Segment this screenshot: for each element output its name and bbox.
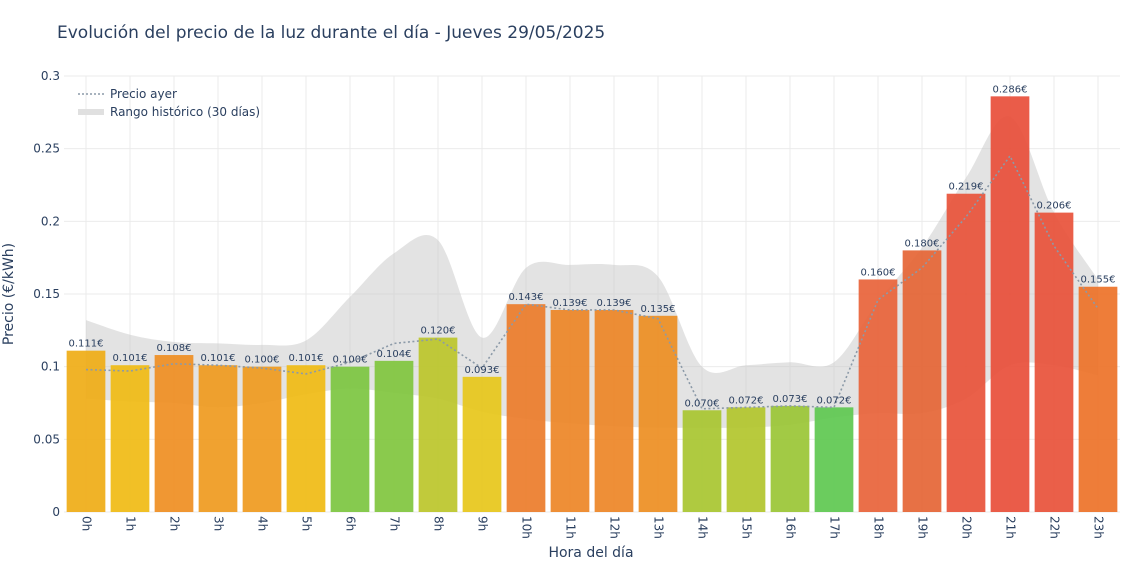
bar-9h[interactable] xyxy=(462,376,502,512)
x-tick-label: 8h xyxy=(432,516,446,531)
bar-value-label: 0.072€ xyxy=(817,395,852,406)
bar-4h[interactable] xyxy=(242,366,282,512)
x-tick-label: 10h xyxy=(520,516,534,539)
legend-yesterday-label: Precio ayer xyxy=(110,87,177,101)
x-tick-label: 3h xyxy=(212,516,226,531)
bar-value-label: 0.072€ xyxy=(729,395,764,406)
bar-10h[interactable] xyxy=(506,304,546,512)
bar-11h[interactable] xyxy=(550,309,590,512)
bar-16h[interactable] xyxy=(770,405,810,512)
x-tick-label: 1h xyxy=(124,516,138,531)
legend-range-label: Rango histórico (30 días) xyxy=(110,105,260,119)
bar-19h[interactable] xyxy=(902,250,942,512)
historical-range-band xyxy=(86,116,1098,428)
x-tick-label: 20h xyxy=(960,516,974,539)
bar-value-label: 0.180€ xyxy=(905,238,940,249)
x-tick-label: 7h xyxy=(388,516,402,531)
bar-value-label: 0.219€ xyxy=(949,182,984,193)
bar-18h[interactable] xyxy=(858,279,898,512)
chart-title: Evolución del precio de la luz durante e… xyxy=(57,23,605,43)
x-tick-label: 21h xyxy=(1004,516,1018,539)
bar-value-label: 0.104€ xyxy=(377,349,412,360)
bar-1h[interactable] xyxy=(110,365,150,512)
legend[interactable]: Precio ayer Rango histórico (30 días) xyxy=(78,87,260,119)
x-axis-title: Hora del día xyxy=(548,545,633,561)
bar-3h[interactable] xyxy=(198,365,238,512)
x-tick-label: 15h xyxy=(740,516,754,539)
x-tick-label: 12h xyxy=(608,516,622,539)
x-tick-label: 22h xyxy=(1048,516,1062,539)
bar-value-label: 0.101€ xyxy=(201,353,236,364)
yesterday-price-polyline xyxy=(85,154,1099,410)
y-tick-label: 0 xyxy=(52,505,60,519)
bar-value-label: 0.070€ xyxy=(685,398,720,409)
x-tick-label: 6h xyxy=(344,516,358,531)
x-tick-label: 5h xyxy=(300,516,314,531)
bar-8h[interactable] xyxy=(418,337,458,512)
bar-5h[interactable] xyxy=(286,365,326,512)
bar-value-label: 0.139€ xyxy=(597,298,632,309)
bar-0h[interactable] xyxy=(66,350,106,512)
bar-14h[interactable] xyxy=(682,410,722,512)
bar-value-labels: 0.111€ 0.101€ 0.108€ 0.101€ 0.100€ 0.101€ 0.10… xyxy=(69,84,1116,409)
legend-range-swatch xyxy=(78,109,104,115)
bar-2h[interactable] xyxy=(154,355,194,512)
bars xyxy=(66,96,1118,512)
bar-value-label: 0.143€ xyxy=(509,292,544,303)
x-tick-label: 9h xyxy=(476,516,490,531)
bar-17h[interactable] xyxy=(814,407,854,512)
bar-value-label: 0.101€ xyxy=(289,353,324,364)
bar-22h[interactable] xyxy=(1034,212,1074,512)
bar-13h[interactable] xyxy=(638,315,678,512)
bar-value-label: 0.120€ xyxy=(421,326,456,337)
x-tick-label: 19h xyxy=(916,516,930,539)
axes: 0 0.05 0.1 0.15 0.2 0.25 0.3 0h 1h 2h 3h 4h 5h 6h 7h 8h… xyxy=(33,69,1105,539)
historical-range-area xyxy=(86,116,1098,428)
bar-value-label: 0.108€ xyxy=(157,343,192,354)
bar-value-label: 0.100€ xyxy=(333,355,368,366)
bar-23h[interactable] xyxy=(1078,286,1118,512)
bar-value-label: 0.286€ xyxy=(993,84,1028,95)
bar-20h[interactable] xyxy=(946,193,986,512)
bar-value-label: 0.135€ xyxy=(641,304,676,315)
bar-value-label: 0.206€ xyxy=(1037,201,1072,212)
x-tick-label: 0h xyxy=(80,516,94,531)
bar-21h[interactable] xyxy=(990,96,1030,512)
y-tick-label: 0.15 xyxy=(33,287,60,301)
bar-value-label: 0.093€ xyxy=(465,365,500,376)
bar-6h[interactable] xyxy=(330,366,370,512)
y-axis-title: Precio (€/kWh) xyxy=(1,243,17,345)
bar-7h[interactable] xyxy=(374,360,414,512)
bar-value-label: 0.101€ xyxy=(113,353,148,364)
bar-12h[interactable] xyxy=(594,309,634,512)
x-tick-label: 17h xyxy=(828,516,842,539)
x-tick-label: 16h xyxy=(784,516,798,539)
y-tick-label: 0.2 xyxy=(41,214,60,228)
y-tick-label: 0.3 xyxy=(41,69,60,83)
x-tick-label: 13h xyxy=(652,516,666,539)
y-tick-label: 0.1 xyxy=(41,360,60,374)
bar-15h[interactable] xyxy=(726,407,766,512)
bar-value-label: 0.160€ xyxy=(861,267,896,278)
x-tick-label: 4h xyxy=(256,516,270,531)
bar-value-label: 0.100€ xyxy=(245,355,280,366)
bar-value-label: 0.155€ xyxy=(1081,275,1116,286)
x-tick-label: 11h xyxy=(564,516,578,539)
yesterday-price-line xyxy=(85,154,1099,410)
x-tick-label: 23h xyxy=(1092,516,1106,539)
x-tick-label: 2h xyxy=(168,516,182,531)
y-tick-label: 0.05 xyxy=(33,432,60,446)
x-tick-label: 14h xyxy=(696,516,710,539)
bar-value-label: 0.111€ xyxy=(69,339,104,350)
y-tick-label: 0.25 xyxy=(33,142,60,156)
x-tick-label: 18h xyxy=(872,516,886,539)
bar-value-label: 0.139€ xyxy=(553,298,588,309)
bar-value-label: 0.073€ xyxy=(773,394,808,405)
